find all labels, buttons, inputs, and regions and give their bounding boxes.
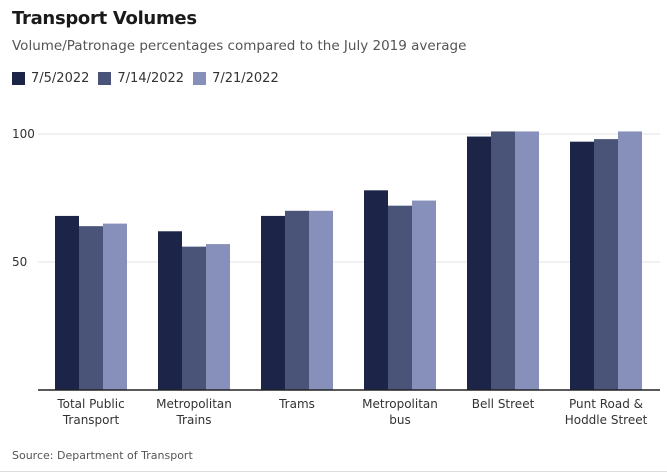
- legend-swatch-1: [12, 72, 25, 85]
- bar-5-series-3: [515, 131, 539, 390]
- category-label-6-line-1: Punt Road &: [569, 397, 643, 411]
- bar-3-series-3: [309, 210, 333, 390]
- category-label-4-line-2: bus: [389, 413, 410, 427]
- chart-subtitle: Volume/Patronage percentages compared to…: [12, 38, 467, 54]
- category-label-6-line-2: Hoddle Street: [565, 413, 648, 427]
- y-tick-label-100: 100: [12, 127, 35, 141]
- category-label-1-line-1: Total Public: [56, 397, 124, 411]
- legend-item-2: 7/14/2022: [98, 71, 184, 86]
- bar-5-series-1: [467, 136, 491, 390]
- legend-item-1: 7/5/2022: [12, 71, 89, 86]
- category-label-3-line-1: Trams: [278, 397, 315, 411]
- bar-2-series-1: [158, 231, 182, 390]
- category-label-2-line-1: Metropolitan: [156, 397, 232, 411]
- bar-2-series-2: [182, 246, 206, 390]
- legend-swatch-3: [193, 72, 207, 85]
- bar-6-series-2: [594, 139, 618, 390]
- category-label-5-line-1: Bell Street: [472, 397, 535, 411]
- bar-4-series-1: [364, 190, 388, 390]
- bar-1-series-1: [55, 215, 79, 390]
- category-label-1-line-2: Transport: [62, 413, 120, 427]
- bottom-divider: [0, 471, 667, 472]
- bar-6-series-3: [618, 131, 642, 390]
- bar-3-series-2: [285, 210, 309, 390]
- bar-6-series-1: [570, 141, 594, 390]
- bar-1-series-3: [103, 223, 127, 390]
- bar-3-series-1: [261, 215, 285, 390]
- legend-label-3: 7/21/2022: [212, 71, 279, 86]
- legend-item-3: 7/21/2022: [193, 71, 279, 86]
- bar-4-series-2: [388, 205, 412, 390]
- chart-title: Transport Volumes: [12, 8, 197, 29]
- legend-label-1: 7/5/2022: [31, 71, 90, 86]
- legend-swatch-2: [98, 72, 112, 85]
- bar-2-series-3: [206, 244, 230, 390]
- y-tick-label-50: 50: [12, 255, 27, 269]
- category-label-4-line-1: Metropolitan: [362, 397, 438, 411]
- legend-label-2: 7/14/2022: [117, 71, 185, 86]
- category-label-2-line-2: Trains: [175, 413, 211, 427]
- source-note: Source: Department of Transport: [12, 449, 193, 462]
- bar-5-series-2: [491, 131, 515, 390]
- bar-1-series-2: [79, 226, 103, 390]
- bar-4-series-3: [412, 200, 436, 390]
- legend: 7/5/2022 7/14/2022 7/21/2022: [12, 71, 288, 86]
